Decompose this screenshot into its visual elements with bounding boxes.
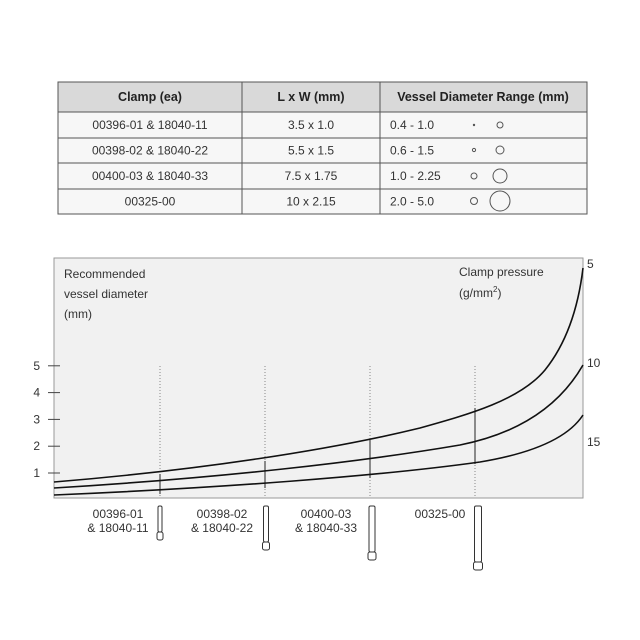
clamp-tip: [156, 531, 164, 541]
size-icon: [492, 168, 508, 184]
y-tick-label: 5: [33, 359, 40, 373]
curves: [53, 267, 584, 496]
curve-label: 10: [587, 356, 601, 370]
y-tick-label: 4: [33, 386, 40, 400]
table-cell: 0.6 - 1.5: [390, 144, 434, 158]
clamp-label: 00398-02: [197, 507, 248, 521]
clamp-label: & 18040-33: [295, 521, 357, 535]
clamp-label: 00396-01: [93, 507, 144, 521]
table-cell: 00325-00: [125, 195, 176, 209]
size-icon: [471, 147, 477, 153]
pressure-curve: [53, 414, 584, 496]
clamp-label: 00400-03: [301, 507, 352, 521]
table: Clamp (ea) L x W (mm) Vessel Diameter Ra…: [57, 81, 588, 215]
curve-label: 5: [587, 257, 594, 271]
table-cell: 7.5 x 1.75: [285, 169, 338, 183]
clamp-label: 00325-00: [415, 507, 466, 521]
clamp-label: & 18040-22: [191, 521, 253, 535]
chart: Recommended vessel diameter (mm) Clamp p…: [53, 257, 584, 499]
clamp-tip: [367, 551, 377, 561]
clamp-icon: [157, 505, 163, 533]
y-tick-label: 2: [33, 439, 40, 453]
table-cell: 1.0 - 2.25: [390, 169, 441, 183]
y-label: (mm): [64, 307, 92, 321]
clamp-icon: [368, 505, 376, 553]
table-cell: 3.5 x 1.0: [288, 118, 334, 132]
superscript: 2: [493, 285, 498, 294]
clamp-tip: [473, 561, 483, 571]
table-cell: 00396-01 & 18040-11: [92, 118, 208, 132]
table-cell: 2.0 - 5.0: [390, 195, 434, 209]
clamp-label: & 18040-11: [87, 521, 148, 535]
pressure-label: Clamp pressure: [459, 265, 544, 279]
y-label: vessel diameter: [64, 287, 148, 301]
table-header-bg: [57, 81, 588, 113]
dynamic: 00396-01 & 18040-11 3.5 x 1.0 0.4 - 1.0 003…: [33, 118, 601, 571]
chart-bg: [53, 257, 584, 499]
clamp-tip: [262, 541, 270, 551]
pressure-curve: [53, 364, 584, 489]
pressure-label: (g/mm2): [459, 285, 501, 300]
table-cell: 00400-03 & 18040-33: [92, 169, 208, 183]
curve-label: 15: [587, 435, 601, 449]
table-cell: 10 x 2.15: [286, 195, 336, 209]
y-label: Recommended: [64, 267, 145, 281]
size-icon: [470, 197, 478, 205]
size-icon: [496, 121, 504, 129]
pressure-unit-close: ): [497, 286, 501, 300]
header-cell: Vessel Diameter Range (mm): [397, 90, 569, 104]
y-tick-label: 1: [33, 466, 40, 480]
size-icon: [470, 172, 478, 180]
header-cell: Clamp (ea): [118, 90, 182, 104]
size-icon: [489, 190, 511, 212]
table-cell: 5.5 x 1.5: [288, 144, 334, 158]
clamp-icon: [263, 505, 269, 543]
header-cell: L x W (mm): [277, 90, 344, 104]
pressure-unit: (g/mm: [459, 286, 493, 300]
clamp-icon: [474, 505, 482, 563]
size-icon: [495, 145, 505, 155]
table-cell: 00398-02 & 18040-22: [92, 144, 208, 158]
table-cell: 0.4 - 1.0: [390, 118, 434, 132]
pressure-curve: [53, 267, 584, 483]
y-tick-label: 3: [33, 412, 40, 426]
size-icon: [472, 123, 476, 127]
